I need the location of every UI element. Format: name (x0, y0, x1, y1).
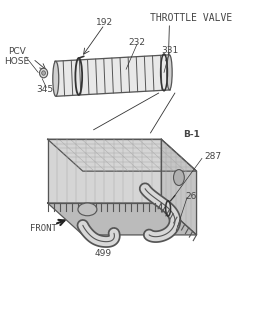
Polygon shape (48, 139, 161, 203)
Polygon shape (55, 55, 170, 96)
Ellipse shape (53, 61, 59, 96)
Ellipse shape (167, 55, 172, 90)
Text: 192: 192 (96, 19, 113, 28)
Circle shape (40, 68, 48, 78)
Text: 345: 345 (36, 85, 54, 94)
Text: HOSE: HOSE (4, 57, 29, 66)
Text: 232: 232 (129, 38, 146, 47)
Ellipse shape (174, 170, 184, 186)
Polygon shape (48, 203, 197, 235)
Text: 499: 499 (94, 250, 112, 259)
Polygon shape (161, 139, 197, 235)
Text: FRONT: FRONT (30, 224, 57, 233)
Text: THROTTLE VALVE: THROTTLE VALVE (150, 13, 232, 23)
Text: 331: 331 (161, 45, 178, 55)
Text: B-1: B-1 (183, 130, 200, 139)
Circle shape (42, 71, 46, 75)
Text: 287: 287 (204, 152, 221, 161)
Text: 26: 26 (185, 192, 197, 201)
Text: PCV: PCV (8, 47, 25, 56)
Ellipse shape (78, 203, 97, 216)
Polygon shape (48, 139, 197, 171)
